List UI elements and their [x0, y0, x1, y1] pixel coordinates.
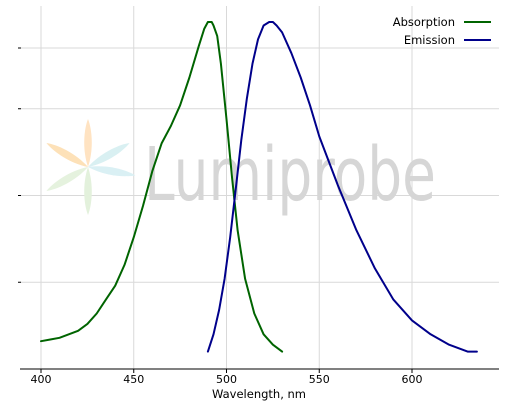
absorption-line: [40, 21, 284, 353]
x-tick-label: 500: [216, 373, 237, 386]
x-axis: 400 450 500 550 600: [18, 47, 499, 386]
x-tick-label: 600: [402, 373, 423, 386]
emission-line: [206, 21, 478, 353]
grid-lines: [20, 6, 499, 369]
watermark-logo: Lumiprobe: [46, 119, 436, 218]
x-axis-label: Wavelength, nm: [212, 387, 306, 401]
x-tick-label: 450: [123, 373, 144, 386]
legend: Absorption Emission: [393, 15, 491, 47]
legend-label-emission: Emission: [404, 33, 455, 47]
x-tick-label: 400: [31, 373, 52, 386]
legend-label-absorption: Absorption: [393, 15, 455, 29]
watermark-text: Lumiprobe: [144, 132, 436, 218]
watermark-flower: [46, 119, 136, 215]
x-tick-label: 550: [309, 373, 330, 386]
series-lines: [40, 21, 478, 353]
